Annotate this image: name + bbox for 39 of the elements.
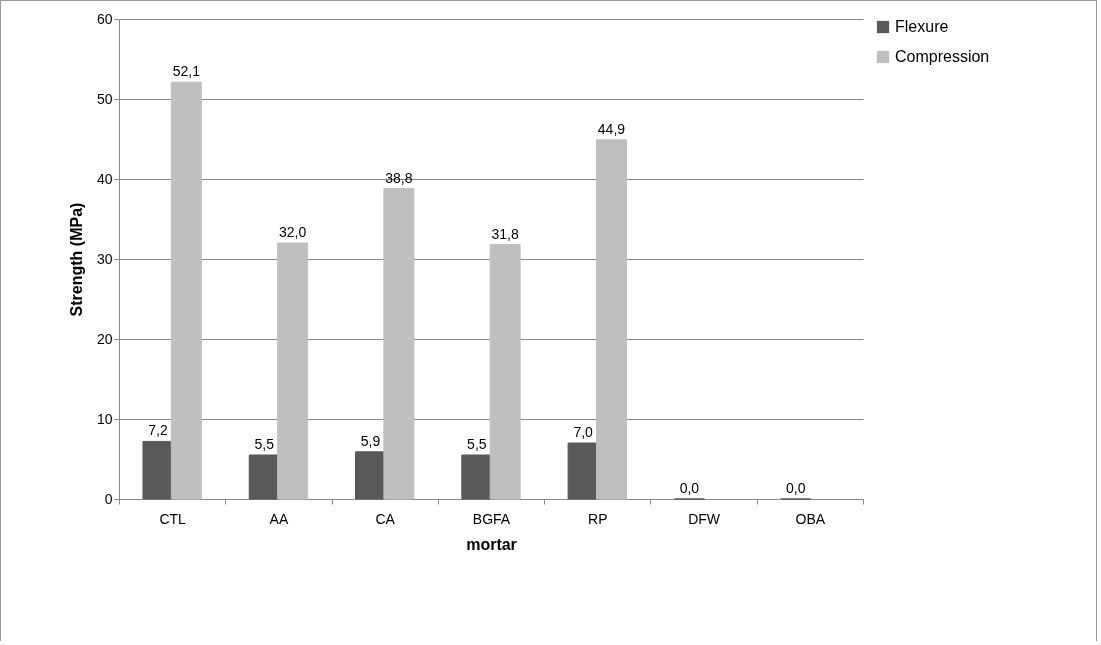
y-tick-label: 40 [96, 170, 113, 187]
data-label: 44,9 [597, 120, 626, 137]
data-label: 7,2 [148, 422, 168, 439]
legend-label: Compression [895, 48, 990, 65]
data-label: 38,8 [385, 169, 413, 186]
x-tick-label: DFW [688, 510, 721, 527]
bar [170, 81, 202, 500]
x-tick-label: RP [588, 510, 608, 527]
y-tick-label: 20 [96, 330, 113, 347]
y-tick-label: 10 [96, 410, 113, 427]
data-label: 7,0 [573, 424, 594, 440]
x-tick-label: AA [269, 510, 289, 527]
y-tick-label: 30 [96, 250, 113, 267]
data-label: 52,1 [172, 63, 201, 80]
data-label: 5,5 [467, 436, 487, 452]
x-tick-label: BGFA [472, 510, 511, 527]
bar [595, 139, 627, 500]
data-label: 0,0 [785, 480, 806, 496]
bar [248, 454, 280, 500]
y-tick-label: 50 [96, 90, 113, 107]
y-tick-label: 60 [96, 10, 113, 27]
bar [489, 244, 521, 500]
data-label: 31,8 [491, 225, 520, 242]
x-tick-label: CA [375, 510, 396, 527]
data-label: 5,9 [360, 432, 381, 449]
bar [277, 242, 309, 500]
bar [142, 440, 174, 500]
data-label: 5,5 [254, 436, 275, 452]
y-tick-label: 0 [104, 490, 113, 507]
legend-label: Flexure [895, 18, 949, 35]
x-axis-title: mortar [466, 535, 517, 553]
bar [567, 442, 599, 500]
data-label: 0,0 [679, 480, 700, 496]
bar [383, 188, 415, 500]
data-label: 32,0 [278, 224, 307, 240]
bar [461, 454, 493, 500]
x-tick-label: OBA [795, 510, 826, 527]
x-tick-label: CTL [159, 510, 187, 527]
y-axis-title: Strength (MPa) [67, 202, 85, 317]
